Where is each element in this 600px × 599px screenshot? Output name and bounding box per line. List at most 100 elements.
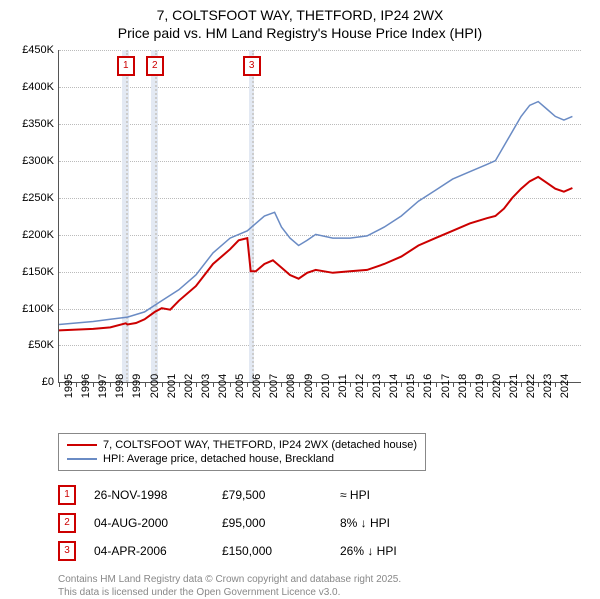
x-axis-label: 2014 bbox=[388, 374, 400, 398]
x-tick bbox=[179, 382, 180, 387]
y-axis-label: £150K bbox=[9, 266, 54, 278]
x-tick bbox=[521, 382, 522, 387]
y-axis-label: £350K bbox=[9, 118, 54, 130]
x-tick bbox=[196, 382, 197, 387]
x-axis-label: 2002 bbox=[183, 374, 195, 398]
x-axis-label: 2008 bbox=[285, 374, 297, 398]
chart-title: 7, COLTSFOOT WAY, THETFORD, IP24 2WX Pri… bbox=[0, 0, 600, 42]
sale-price: £150,000 bbox=[222, 544, 322, 558]
x-tick bbox=[213, 382, 214, 387]
x-tick bbox=[555, 382, 556, 387]
x-tick bbox=[230, 382, 231, 387]
x-axis-label: 2012 bbox=[354, 374, 366, 398]
x-axis-label: 1999 bbox=[131, 374, 143, 398]
x-tick bbox=[316, 382, 317, 387]
footer-line2: This data is licensed under the Open Gov… bbox=[58, 587, 340, 598]
attribution-footer: Contains HM Land Registry data © Crown c… bbox=[58, 573, 600, 599]
legend-item: HPI: Average price, detached house, Brec… bbox=[67, 452, 417, 466]
x-axis-label: 2015 bbox=[405, 374, 417, 398]
sale-marker: 1 bbox=[58, 485, 76, 505]
legend-swatch bbox=[67, 458, 97, 460]
x-tick bbox=[367, 382, 368, 387]
x-tick bbox=[333, 382, 334, 387]
chart-container: 7, COLTSFOOT WAY, THETFORD, IP24 2WX Pri… bbox=[0, 0, 600, 590]
sale-diff: ≈ HPI bbox=[340, 488, 460, 502]
x-tick bbox=[162, 382, 163, 387]
x-tick bbox=[538, 382, 539, 387]
x-axis-label: 2022 bbox=[525, 374, 537, 398]
title-line1: 7, COLTSFOOT WAY, THETFORD, IP24 2WX bbox=[157, 7, 444, 23]
x-axis-label: 1997 bbox=[97, 374, 109, 398]
x-axis-label: 2003 bbox=[200, 374, 212, 398]
x-axis-label: 2017 bbox=[440, 374, 452, 398]
x-axis-label: 2021 bbox=[508, 374, 520, 398]
chart-plot-area: £0£50K£100K£150K£200K£250K£300K£350K£400… bbox=[58, 50, 581, 383]
legend-label: 7, COLTSFOOT WAY, THETFORD, IP24 2WX (de… bbox=[103, 439, 417, 451]
y-axis-label: £450K bbox=[9, 44, 54, 56]
y-axis-label: £300K bbox=[9, 155, 54, 167]
sale-diff: 8% ↓ HPI bbox=[340, 516, 460, 530]
x-tick bbox=[418, 382, 419, 387]
x-tick bbox=[76, 382, 77, 387]
x-axis-label: 2010 bbox=[320, 374, 332, 398]
x-axis-label: 2007 bbox=[268, 374, 280, 398]
x-axis-label: 1995 bbox=[63, 374, 75, 398]
x-tick bbox=[299, 382, 300, 387]
x-tick bbox=[281, 382, 282, 387]
x-tick bbox=[453, 382, 454, 387]
x-axis-label: 2006 bbox=[251, 374, 263, 398]
x-tick bbox=[247, 382, 248, 387]
sale-marker: 2 bbox=[58, 513, 76, 533]
x-tick bbox=[470, 382, 471, 387]
x-axis-label: 2018 bbox=[457, 374, 469, 398]
y-axis-label: £200K bbox=[9, 229, 54, 241]
footer-line1: Contains HM Land Registry data © Crown c… bbox=[58, 574, 401, 585]
sale-row: 3 04-APR-2006 £150,000 26% ↓ HPI bbox=[58, 537, 600, 565]
x-axis-label: 2009 bbox=[303, 374, 315, 398]
x-axis-label: 1998 bbox=[114, 374, 126, 398]
sale-row: 1 26-NOV-1998 £79,500 ≈ HPI bbox=[58, 481, 600, 509]
sale-price: £95,000 bbox=[222, 516, 322, 530]
x-axis-label: 2016 bbox=[422, 374, 434, 398]
x-tick bbox=[436, 382, 437, 387]
y-axis-label: £50K bbox=[9, 339, 54, 351]
y-axis-label: £400K bbox=[9, 81, 54, 93]
x-tick bbox=[350, 382, 351, 387]
x-axis-label: 1996 bbox=[80, 374, 92, 398]
x-tick bbox=[264, 382, 265, 387]
y-axis-label: £250K bbox=[9, 192, 54, 204]
x-tick bbox=[384, 382, 385, 387]
sale-row: 2 04-AUG-2000 £95,000 8% ↓ HPI bbox=[58, 509, 600, 537]
legend-box: 7, COLTSFOOT WAY, THETFORD, IP24 2WX (de… bbox=[58, 433, 426, 471]
x-axis-label: 2020 bbox=[491, 374, 503, 398]
sale-date: 04-APR-2006 bbox=[94, 544, 204, 558]
x-axis-label: 2000 bbox=[149, 374, 161, 398]
x-axis-label: 2013 bbox=[371, 374, 383, 398]
sale-date: 04-AUG-2000 bbox=[94, 516, 204, 530]
x-tick bbox=[487, 382, 488, 387]
line-svg bbox=[59, 50, 581, 382]
sale-date: 26-NOV-1998 bbox=[94, 488, 204, 502]
x-axis-label: 2001 bbox=[166, 374, 178, 398]
sale-diff: 26% ↓ HPI bbox=[340, 544, 460, 558]
y-axis-label: £100K bbox=[9, 303, 54, 315]
x-tick bbox=[127, 382, 128, 387]
x-tick bbox=[59, 382, 60, 387]
x-axis-label: 2004 bbox=[217, 374, 229, 398]
x-axis-label: 2019 bbox=[474, 374, 486, 398]
legend-item: 7, COLTSFOOT WAY, THETFORD, IP24 2WX (de… bbox=[67, 438, 417, 452]
x-tick bbox=[504, 382, 505, 387]
legend-swatch bbox=[67, 444, 97, 446]
sale-marker: 3 bbox=[58, 541, 76, 561]
sales-table: 1 26-NOV-1998 £79,500 ≈ HPI 2 04-AUG-2000 £95,… bbox=[58, 481, 600, 565]
legend-label: HPI: Average price, detached house, Brec… bbox=[103, 453, 334, 465]
x-tick bbox=[401, 382, 402, 387]
x-axis-label: 2011 bbox=[337, 375, 349, 399]
y-axis-label: £0 bbox=[9, 376, 54, 388]
x-tick bbox=[145, 382, 146, 387]
x-tick bbox=[110, 382, 111, 387]
x-axis-label: 2023 bbox=[542, 374, 554, 398]
x-axis-label: 2024 bbox=[559, 374, 571, 398]
sale-price: £79,500 bbox=[222, 488, 322, 502]
title-line2: Price paid vs. HM Land Registry's House … bbox=[118, 25, 482, 41]
